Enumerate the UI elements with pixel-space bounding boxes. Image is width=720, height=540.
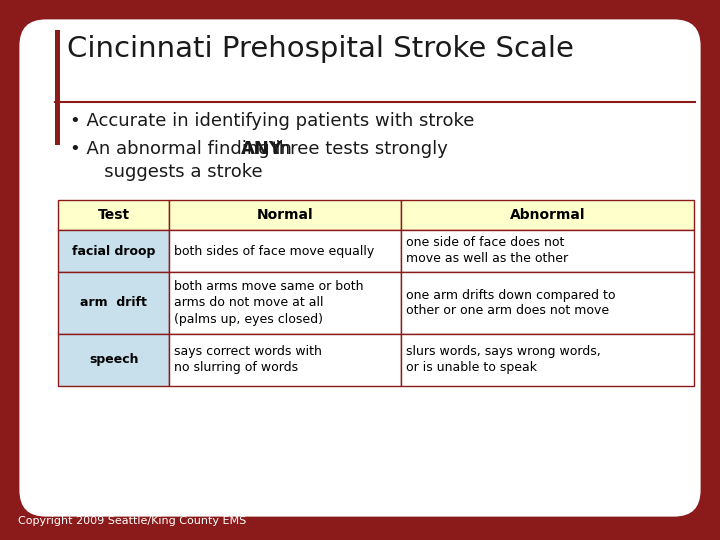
Text: slurs words, says wrong words,
or is unable to speak: slurs words, says wrong words, or is una… — [406, 346, 601, 375]
Text: Test: Test — [98, 208, 130, 222]
Text: facial droop: facial droop — [72, 245, 156, 258]
Text: arm  drift: arm drift — [80, 296, 147, 309]
Text: Normal: Normal — [257, 208, 314, 222]
Bar — [58, 334, 169, 386]
Text: ANY: ANY — [241, 140, 283, 158]
Bar — [55, 30, 60, 145]
Bar — [402, 334, 694, 386]
Bar — [169, 334, 402, 386]
Text: Abnormal: Abnormal — [510, 208, 585, 222]
Text: suggests a stroke: suggests a stroke — [87, 163, 263, 181]
Bar — [402, 272, 694, 334]
Text: speech: speech — [89, 354, 138, 367]
Text: Cincinnati Prehospital Stroke Scale: Cincinnati Prehospital Stroke Scale — [67, 35, 574, 63]
Text: says correct words with
no slurring of words: says correct words with no slurring of w… — [174, 346, 322, 375]
Text: • Accurate in identifying patients with stroke: • Accurate in identifying patients with … — [70, 112, 474, 130]
Bar — [58, 272, 169, 334]
Bar — [58, 200, 169, 230]
Text: • An abnormal finding in: • An abnormal finding in — [70, 140, 297, 158]
Text: three tests strongly: three tests strongly — [266, 140, 448, 158]
Bar — [402, 230, 694, 272]
Text: one side of face does not
move as well as the other: one side of face does not move as well a… — [406, 237, 569, 266]
Bar — [402, 200, 694, 230]
Text: both sides of face move equally: both sides of face move equally — [174, 245, 374, 258]
Bar — [58, 230, 169, 272]
Bar — [169, 200, 402, 230]
Text: Copyright 2009 Seattle/King County EMS: Copyright 2009 Seattle/King County EMS — [18, 516, 246, 526]
Bar — [169, 230, 402, 272]
Text: one arm drifts down compared to
other or one arm does not move: one arm drifts down compared to other or… — [406, 288, 616, 318]
Bar — [169, 272, 402, 334]
FancyBboxPatch shape — [18, 18, 702, 518]
Text: both arms move same or both
arms do not move at all
(palms up, eyes closed): both arms move same or both arms do not … — [174, 280, 364, 326]
